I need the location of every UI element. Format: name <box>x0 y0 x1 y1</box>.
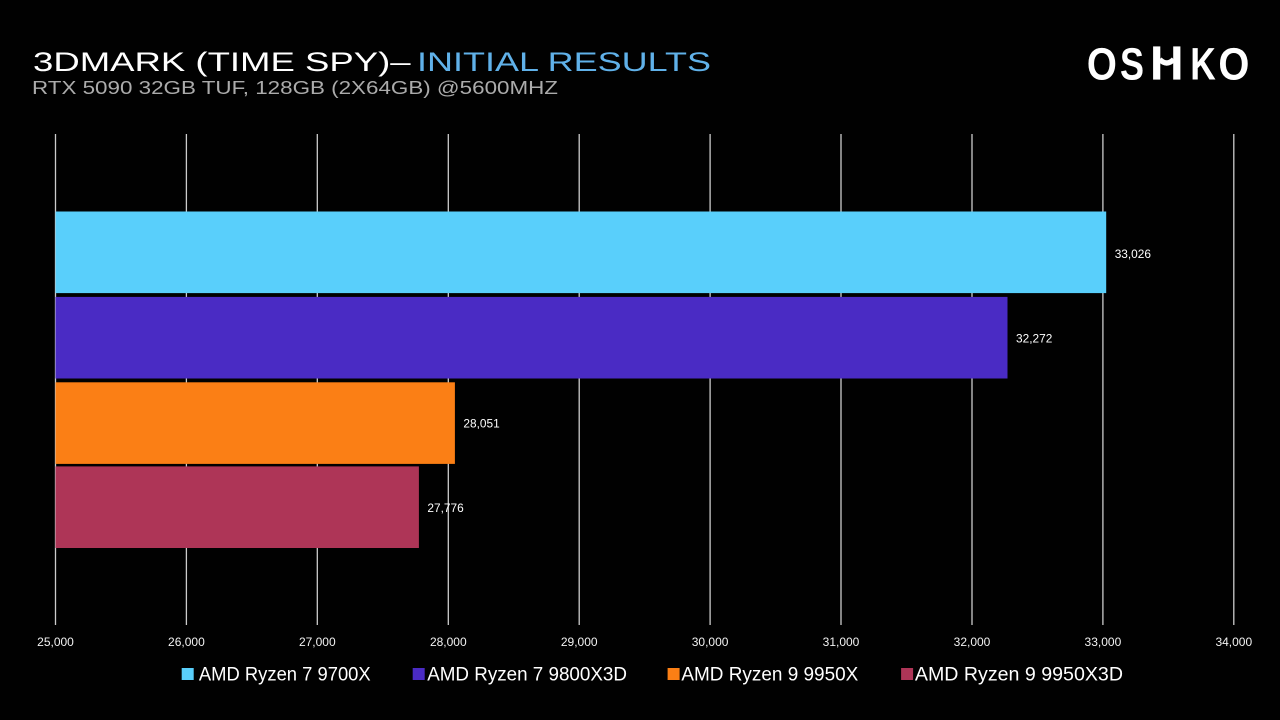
svg-text:33,000: 33,000 <box>1085 635 1122 649</box>
svg-text:28,051: 28,051 <box>463 417 500 431</box>
svg-text:34,000: 34,000 <box>1215 635 1252 649</box>
svg-text:O: O <box>1218 39 1249 90</box>
svg-text:27,000: 27,000 <box>299 635 336 649</box>
svg-text:RTX 5090 32GB TUF, 128GB (2X64: RTX 5090 32GB TUF, 128GB (2X64GB) @5600M… <box>32 78 558 98</box>
svg-text:32,000: 32,000 <box>954 635 991 649</box>
svg-text:K: K <box>1190 39 1216 90</box>
svg-text:AMD Ryzen 7 9700X: AMD Ryzen 7 9700X <box>199 665 371 686</box>
svg-text:AMD Ryzen 9 9950X3D: AMD Ryzen 9 9950X3D <box>915 665 1123 686</box>
svg-text:31,000: 31,000 <box>823 635 860 649</box>
svg-text:33,026: 33,026 <box>1115 247 1152 261</box>
svg-text:O: O <box>1087 39 1117 90</box>
svg-text:AMD Ryzen 9 9950X: AMD Ryzen 9 9950X <box>681 665 858 686</box>
svg-text:3DMARK (TIME SPY)–: 3DMARK (TIME SPY)– <box>33 47 411 77</box>
svg-text:32,272: 32,272 <box>1016 331 1053 345</box>
svg-text:25,000: 25,000 <box>37 635 74 649</box>
svg-text:26,000: 26,000 <box>168 635 205 649</box>
svg-text:28,000: 28,000 <box>430 635 467 649</box>
svg-text:30,000: 30,000 <box>692 635 729 649</box>
svg-text:29,000: 29,000 <box>561 635 598 649</box>
svg-text:AMD Ryzen 7 9800X3D: AMD Ryzen 7 9800X3D <box>427 665 627 686</box>
svg-text:27,776: 27,776 <box>427 501 464 515</box>
svg-text:S: S <box>1120 39 1144 90</box>
svg-text:INITIAL RESULTS: INITIAL RESULTS <box>417 47 711 77</box>
